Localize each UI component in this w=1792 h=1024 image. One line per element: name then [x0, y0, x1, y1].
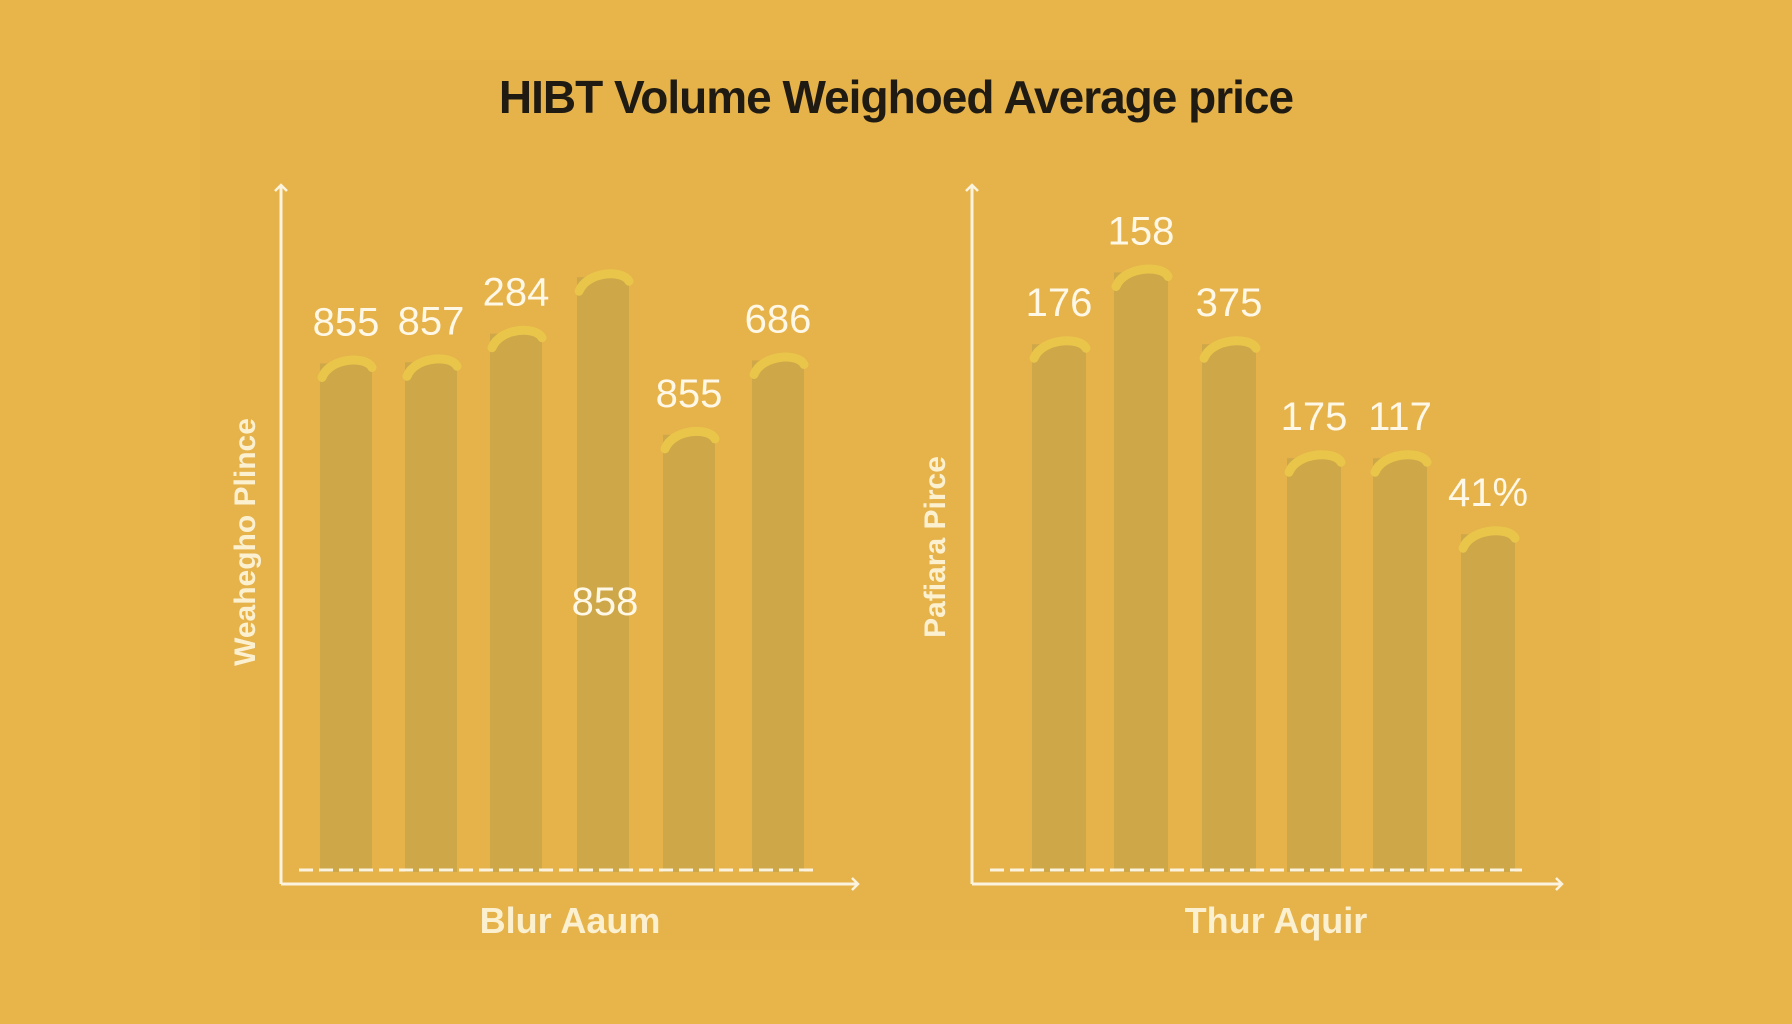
bar-data-label: 375	[1196, 281, 1263, 325]
bar-data-label: 158	[1108, 209, 1175, 253]
bar	[1202, 344, 1256, 872]
bar-data-label: 117	[1368, 395, 1432, 439]
bar-cap	[402, 354, 462, 381]
left-x-axis-label: Blur Aaum	[479, 900, 661, 941]
bar	[1287, 458, 1341, 872]
bar-cap	[1029, 336, 1091, 363]
bar-data-label: 284	[483, 271, 550, 315]
bar-cap	[1111, 264, 1173, 291]
bar-cap	[1458, 526, 1520, 553]
bar-cap	[749, 352, 809, 379]
bar	[1373, 458, 1427, 872]
bar	[577, 277, 629, 872]
bar-data-label: 855	[656, 372, 723, 416]
bar	[405, 362, 457, 872]
bar-data-label: 41%	[1448, 471, 1528, 515]
left-bar-chart: 855 857 284 855 686 858	[274, 183, 860, 891]
bar	[490, 333, 542, 872]
bar-cap	[317, 355, 377, 382]
bar-data-label: 858	[572, 580, 639, 624]
bar-data-label: 857	[398, 299, 465, 343]
bar-cap	[1370, 450, 1432, 477]
bar-data-label: 855	[313, 300, 380, 344]
right-y-axis-label: Pafiara Pirce	[919, 456, 952, 638]
bar	[752, 360, 804, 872]
bar-data-label: 175	[1281, 395, 1348, 439]
bar-cap	[1199, 336, 1261, 363]
bar	[1114, 272, 1168, 872]
bar	[1461, 534, 1515, 872]
bar-cap	[487, 325, 547, 353]
chart-title: HIBT Volume Weighoed Average price	[498, 71, 1294, 123]
bar	[1032, 344, 1086, 872]
bar-cap	[574, 269, 634, 296]
bar-data-label: 176	[1026, 281, 1093, 325]
bar	[663, 434, 715, 872]
left-y-axis-label: Weahegho Plince	[229, 418, 262, 666]
bar-cap	[660, 426, 720, 454]
bar	[320, 363, 372, 872]
right-bar-chart: 176 158 375 175 117 41%	[965, 183, 1564, 891]
bar-cap	[1284, 450, 1346, 477]
right-x-axis-label: Thur Aquir	[1184, 900, 1368, 941]
bar-data-label: 686	[745, 297, 812, 341]
